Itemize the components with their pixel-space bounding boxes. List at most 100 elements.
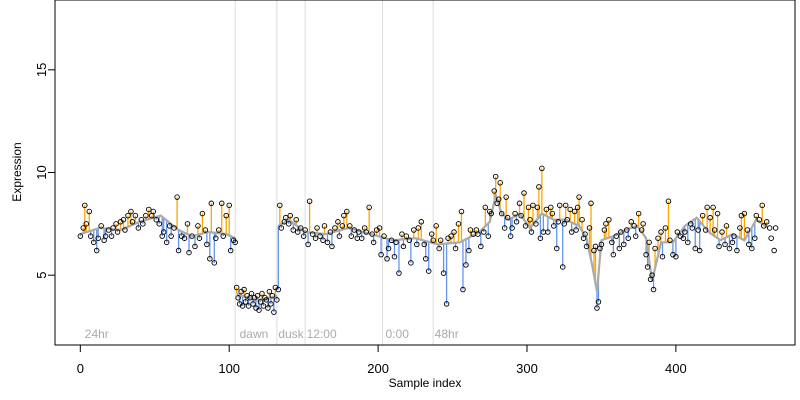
data-point xyxy=(501,225,508,231)
data-point xyxy=(554,245,560,252)
data-point xyxy=(760,223,767,229)
data-point xyxy=(621,241,627,248)
data-point xyxy=(463,262,469,268)
data-point xyxy=(129,219,136,225)
data-point xyxy=(649,272,655,278)
data-point xyxy=(113,221,119,227)
data-point xyxy=(737,225,743,231)
data-point xyxy=(631,223,637,229)
data-point xyxy=(207,256,213,262)
data-point xyxy=(702,227,709,233)
data-point xyxy=(233,284,240,291)
data-point xyxy=(189,233,195,239)
data-point xyxy=(239,303,246,309)
data-point xyxy=(421,241,428,248)
data-point xyxy=(327,229,334,235)
data-point xyxy=(156,221,162,227)
data-point xyxy=(557,202,563,209)
data-point xyxy=(695,227,701,233)
data-point xyxy=(132,212,139,219)
data-point xyxy=(347,223,353,229)
data-point xyxy=(400,243,407,250)
data-point xyxy=(98,223,104,229)
data-point xyxy=(329,243,335,250)
data-point xyxy=(498,210,505,217)
data-point xyxy=(370,239,377,246)
x-axis-title: Sample index xyxy=(389,376,462,390)
data-point xyxy=(220,233,226,239)
data-point xyxy=(598,241,605,248)
y-axis-title: Expression xyxy=(10,142,24,201)
data-point xyxy=(481,229,487,235)
data-point xyxy=(403,233,410,239)
data-point xyxy=(213,235,219,241)
data-point xyxy=(640,221,646,227)
data-point xyxy=(726,245,733,252)
data-point xyxy=(562,202,569,209)
data-point xyxy=(309,231,316,237)
data-point xyxy=(256,307,262,313)
data-point xyxy=(616,245,623,252)
data-point xyxy=(485,233,492,239)
data-point xyxy=(114,229,121,235)
data-point xyxy=(317,233,323,239)
data-point xyxy=(166,223,173,229)
data-point xyxy=(232,239,238,246)
data-point xyxy=(455,221,462,227)
data-point xyxy=(265,305,271,311)
data-point xyxy=(297,225,304,231)
data-point xyxy=(458,208,465,215)
data-point xyxy=(83,221,90,227)
y-tick-label: 15 xyxy=(34,63,49,77)
data-point xyxy=(320,237,326,244)
data-point xyxy=(235,295,241,301)
data-point xyxy=(644,264,651,270)
data-point xyxy=(208,200,215,207)
data-point xyxy=(278,225,285,231)
data-point xyxy=(290,227,296,233)
data-point xyxy=(655,235,661,241)
data-point xyxy=(699,212,706,219)
data-point xyxy=(211,260,218,266)
data-point xyxy=(105,227,112,233)
data-point xyxy=(571,208,578,215)
y-tick-label: 5 xyxy=(34,272,49,279)
data-point xyxy=(120,216,127,223)
data-point xyxy=(399,231,405,237)
data-point xyxy=(685,239,691,246)
x-tick-label: 200 xyxy=(367,361,389,376)
data-point xyxy=(287,212,294,219)
data-point xyxy=(707,214,713,221)
data-point xyxy=(744,227,751,233)
data-point xyxy=(411,227,417,233)
data-point xyxy=(451,229,457,235)
data-point xyxy=(768,235,774,241)
data-point xyxy=(650,286,657,293)
data-point xyxy=(555,219,562,225)
data-point xyxy=(219,200,225,207)
data-point xyxy=(415,225,422,231)
data-point xyxy=(559,264,566,270)
data-point xyxy=(603,221,609,227)
data-point xyxy=(82,202,88,209)
data-point xyxy=(257,299,264,305)
data-point xyxy=(384,256,390,262)
data-point xyxy=(248,290,255,297)
data-point xyxy=(512,210,518,217)
data-point xyxy=(321,223,328,229)
data-point xyxy=(753,212,760,219)
data-point xyxy=(659,253,666,260)
data-point xyxy=(436,245,442,252)
data-point xyxy=(135,225,142,231)
data-point xyxy=(503,194,509,200)
data-point xyxy=(601,227,608,233)
x-tick-label: 300 xyxy=(516,361,538,376)
data-point xyxy=(351,227,358,233)
data-point xyxy=(533,221,539,227)
data-point xyxy=(388,237,395,244)
data-point xyxy=(771,247,777,254)
data-point xyxy=(495,196,502,202)
data-point xyxy=(521,190,527,196)
data-point xyxy=(583,243,590,250)
